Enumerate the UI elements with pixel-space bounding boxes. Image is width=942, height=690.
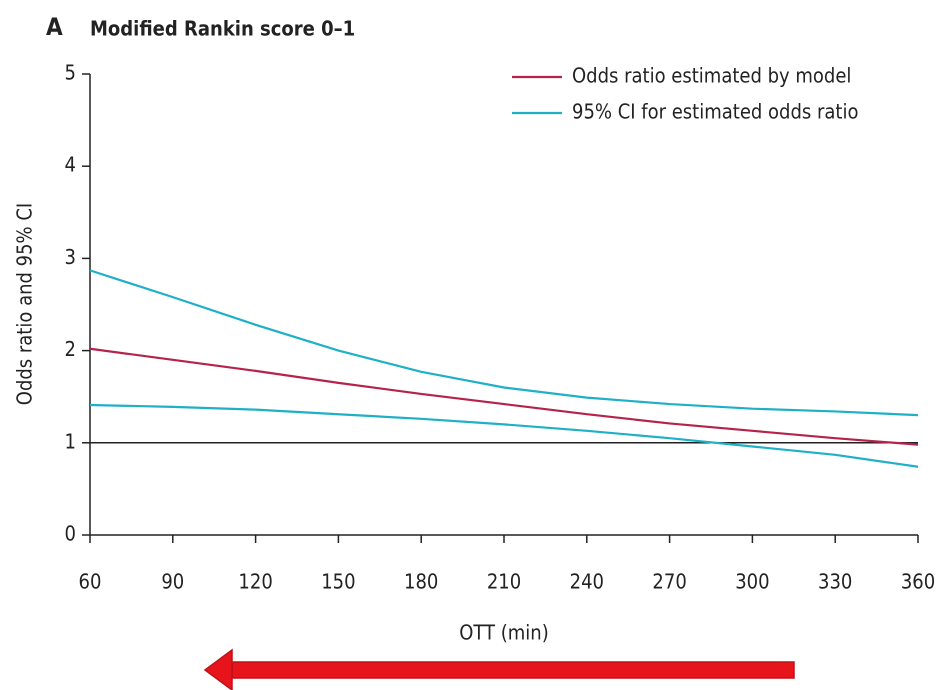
series-line	[89, 269, 919, 417]
series-line	[89, 347, 919, 446]
y-tick-label: 1	[65, 429, 76, 453]
chart-title: Modified Rankin score 0–1	[90, 17, 355, 41]
x-tick-label: 300	[735, 570, 769, 594]
series-line	[89, 403, 919, 468]
x-tick-label: 240	[570, 570, 604, 594]
x-axis-label: OTT (min)	[459, 621, 548, 645]
y-tick-label: 2	[65, 337, 76, 361]
x-tick-label: 330	[818, 570, 852, 594]
y-tick-label: 3	[65, 245, 76, 269]
x-tick-label: 60	[79, 570, 102, 594]
x-tick-label: 360	[901, 570, 935, 594]
x-tick-label: 270	[652, 570, 686, 594]
y-tick-label: 0	[65, 522, 76, 546]
y-tick-label: 5	[65, 61, 76, 85]
x-tick-label: 150	[321, 570, 355, 594]
arrow	[203, 648, 795, 690]
x-tick-label: 180	[404, 570, 438, 594]
panel-label: A	[46, 13, 63, 41]
y-axis-label: Odds ratio and 95% CI	[13, 203, 37, 405]
x-tick-label: 120	[238, 570, 272, 594]
legend-label: Odds ratio estimated by model	[572, 64, 851, 88]
y-tick-label: 4	[65, 153, 76, 177]
x-tick-label: 210	[487, 570, 521, 594]
x-tick-label: 90	[161, 570, 184, 594]
legend-label: 95% CI for estimated odds ratio	[572, 100, 858, 124]
